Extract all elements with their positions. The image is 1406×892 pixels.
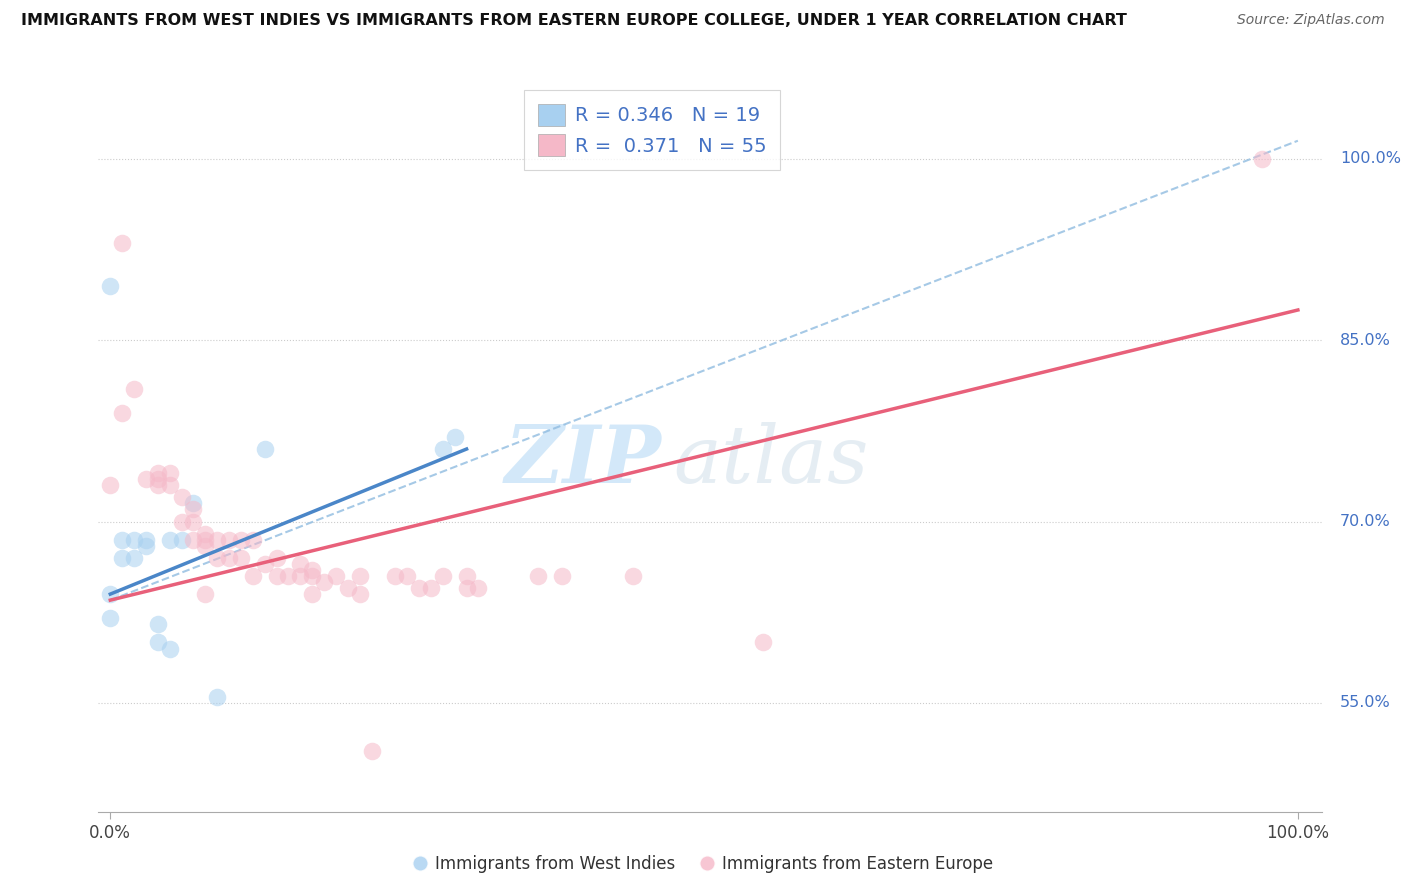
Point xyxy=(159,533,181,547)
Legend: R = 0.346   N = 19, R =  0.371   N = 55: R = 0.346 N = 19, R = 0.371 N = 55 xyxy=(524,90,780,169)
Point xyxy=(432,442,454,456)
Point xyxy=(135,472,157,486)
Point xyxy=(312,574,335,589)
Point xyxy=(290,557,312,571)
Point xyxy=(218,550,240,565)
Point xyxy=(229,550,252,565)
Point xyxy=(170,515,193,529)
Point xyxy=(443,430,465,444)
Point xyxy=(159,466,181,480)
Text: ZIP: ZIP xyxy=(505,422,661,500)
Point xyxy=(135,539,157,553)
Point xyxy=(111,236,134,251)
Point xyxy=(301,587,323,601)
Point xyxy=(183,496,205,510)
Point xyxy=(194,526,217,541)
Point xyxy=(135,533,157,547)
Point xyxy=(253,442,276,456)
Point xyxy=(205,550,228,565)
Point xyxy=(183,502,205,516)
Text: IMMIGRANTS FROM WEST INDIES VS IMMIGRANTS FROM EASTERN EUROPE COLLEGE, UNDER 1 Y: IMMIGRANTS FROM WEST INDIES VS IMMIGRANT… xyxy=(21,13,1128,29)
Point xyxy=(266,569,288,583)
Point xyxy=(146,472,169,486)
Point xyxy=(550,569,572,583)
Text: 70.0%: 70.0% xyxy=(1340,514,1391,529)
Point xyxy=(1251,152,1274,166)
Text: Source: ZipAtlas.com: Source: ZipAtlas.com xyxy=(1237,13,1385,28)
Point xyxy=(301,569,323,583)
Point xyxy=(752,635,775,649)
Point xyxy=(205,533,228,547)
Point xyxy=(266,550,288,565)
Point xyxy=(183,515,205,529)
Point xyxy=(360,744,382,758)
Text: atlas: atlas xyxy=(673,422,869,500)
Point xyxy=(170,533,193,547)
Point xyxy=(325,569,347,583)
Point xyxy=(111,533,134,547)
Point xyxy=(98,278,121,293)
Point xyxy=(301,563,323,577)
Point xyxy=(194,533,217,547)
Point xyxy=(218,533,240,547)
Point xyxy=(290,569,312,583)
Text: 55.0%: 55.0% xyxy=(1340,696,1391,710)
Point xyxy=(98,478,121,492)
Point xyxy=(621,569,644,583)
Point xyxy=(205,690,228,704)
Point xyxy=(170,491,193,505)
Point xyxy=(159,641,181,656)
Text: 85.0%: 85.0% xyxy=(1340,333,1391,348)
Point xyxy=(146,617,169,632)
Point xyxy=(229,533,252,547)
Point xyxy=(194,539,217,553)
Point xyxy=(456,581,478,595)
Point xyxy=(242,533,264,547)
Point xyxy=(122,382,145,396)
Point xyxy=(122,533,145,547)
Legend: Immigrants from West Indies, Immigrants from Eastern Europe: Immigrants from West Indies, Immigrants … xyxy=(406,848,1000,880)
Point xyxy=(349,587,371,601)
Point xyxy=(111,406,134,420)
Point xyxy=(194,587,217,601)
Point xyxy=(146,635,169,649)
Point xyxy=(456,569,478,583)
Point xyxy=(98,611,121,625)
Point xyxy=(432,569,454,583)
Point xyxy=(242,569,264,583)
Point xyxy=(336,581,359,595)
Point xyxy=(146,466,169,480)
Point xyxy=(253,557,276,571)
Point xyxy=(420,581,443,595)
Text: 100.0%: 100.0% xyxy=(1340,152,1400,167)
Point xyxy=(384,569,406,583)
Point xyxy=(98,587,121,601)
Point xyxy=(111,550,134,565)
Point xyxy=(159,478,181,492)
Point xyxy=(122,550,145,565)
Point xyxy=(277,569,299,583)
Point xyxy=(183,533,205,547)
Point xyxy=(527,569,550,583)
Point xyxy=(408,581,430,595)
Point xyxy=(467,581,489,595)
Point xyxy=(396,569,419,583)
Point xyxy=(349,569,371,583)
Point xyxy=(146,478,169,492)
